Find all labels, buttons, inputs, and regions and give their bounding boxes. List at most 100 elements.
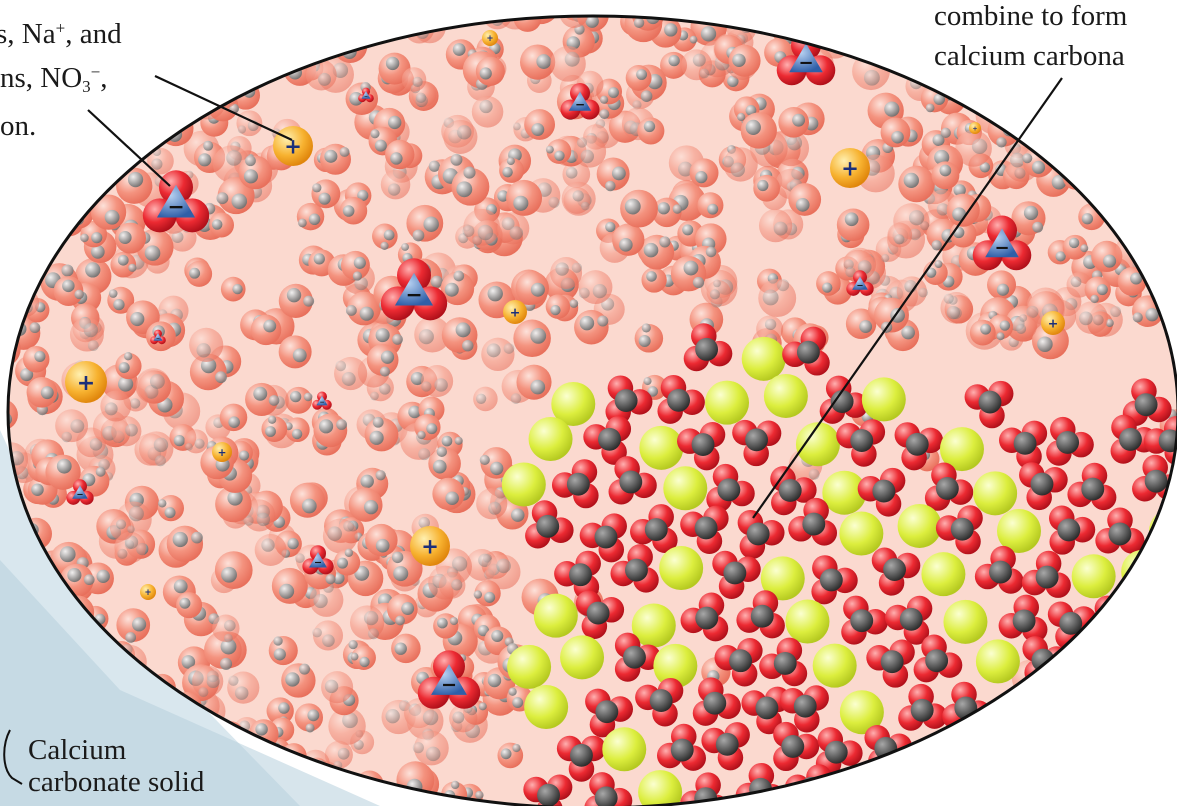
carbonate-ion [884,595,933,645]
water-molecule [1084,276,1111,304]
water-molecule [281,663,316,698]
water-molecule [313,413,348,448]
water-molecule [380,169,411,200]
water-molecule [204,631,242,670]
water-molecule [74,160,103,189]
water-molecule [100,390,132,422]
nitrate-ion: − [312,391,332,410]
water-molecule [843,247,877,281]
water-molecule [365,523,398,557]
zoom-cone-shadow [0,560,380,806]
water-molecule [1062,234,1089,260]
calcium-ion [524,685,569,730]
calcium-ion [560,635,605,680]
water-molecule [406,204,444,242]
water-molecule [787,16,817,31]
water-molecule [428,446,461,480]
calcium-ion [975,639,1020,684]
water-molecule [478,16,515,19]
solid-label-line2: carbonate solid [28,766,205,798]
water-molecule [573,135,607,168]
calcium-ion [631,603,676,648]
solid-label-line1: Calcium [28,734,127,766]
water-molecule [545,139,572,164]
water-molecule [275,16,309,17]
water-molecule [8,221,25,257]
carbonate-ion [692,677,741,726]
water-molecule [372,223,398,250]
carbonate-ion [583,416,632,465]
water-molecule [278,283,315,318]
nitrate-ion: − [560,83,600,120]
calcium-ion [897,503,942,548]
water-molecule [234,43,266,76]
carbonate-ion [1049,505,1096,555]
water-molecule [8,217,18,249]
negative-charge-symbol: − [76,489,83,499]
nitrate-subscript: 3 [82,77,91,97]
water-molecule [150,16,189,27]
water-molecule [69,317,104,352]
carbonate-ion [712,550,761,599]
water-molecule [120,124,148,152]
water-molecule [506,179,543,216]
water-molecule [634,323,664,353]
carbonate-ion [736,590,785,639]
water-molecule [278,335,312,369]
water-molecule [1100,141,1127,168]
carbonate-ion [737,509,785,560]
carbonate-ion [944,763,994,806]
carbonate-ion [866,639,915,688]
water-molecule [321,671,354,704]
water-molecule [963,75,990,102]
water-molecule [216,16,244,20]
water-molecule [8,195,37,225]
water-molecule [238,155,273,190]
water-molecule [1104,93,1133,122]
water-molecule [550,45,586,82]
water-molecule [8,234,18,268]
water-molecule [131,59,157,85]
water-molecule [268,636,298,666]
water-molecule [473,386,498,412]
negative-charge-symbol: − [314,558,322,569]
water-molecule [788,183,822,216]
water-molecule [637,117,665,145]
water-molecule [116,61,143,88]
carbonate-ion [1045,682,1093,732]
water-molecule [516,364,552,400]
water-molecule [348,487,383,522]
water-molecule [706,279,731,305]
carbonate-ion [811,555,858,605]
calcium-ion [501,462,546,507]
calcium-ion [939,427,984,472]
ions-label-line1: ons, Na [0,18,56,50]
water-molecule [214,551,253,589]
positive-charge-symbol: + [1048,316,1059,331]
sodium-ion: + [1041,311,1065,335]
water-molecule [111,416,142,447]
water-molecule [625,64,652,91]
water-molecule [550,256,583,289]
water-molecule [499,157,525,183]
water-molecule [165,23,194,51]
water-molecule [1122,16,1160,43]
calcium-ion [997,508,1042,553]
water-molecule [816,271,841,296]
water-molecule [116,167,153,204]
water-molecule [515,271,549,305]
carbonate-ion [998,594,1048,643]
water-molecule [513,319,551,358]
water-molecule [758,209,793,243]
water-molecule [1020,674,1059,713]
calcium-ion [602,727,647,772]
nitrate-charge-superscript: − [90,62,101,82]
positive-charge-symbol: + [841,157,859,181]
water-molecule [110,251,137,278]
calcium-ion [653,643,698,688]
water-molecule [1078,713,1104,740]
calcium-ion [1129,724,1174,769]
water-molecule [364,416,399,452]
nitrate-ion: − [302,545,334,575]
negative-charge-symbol: − [798,53,813,74]
